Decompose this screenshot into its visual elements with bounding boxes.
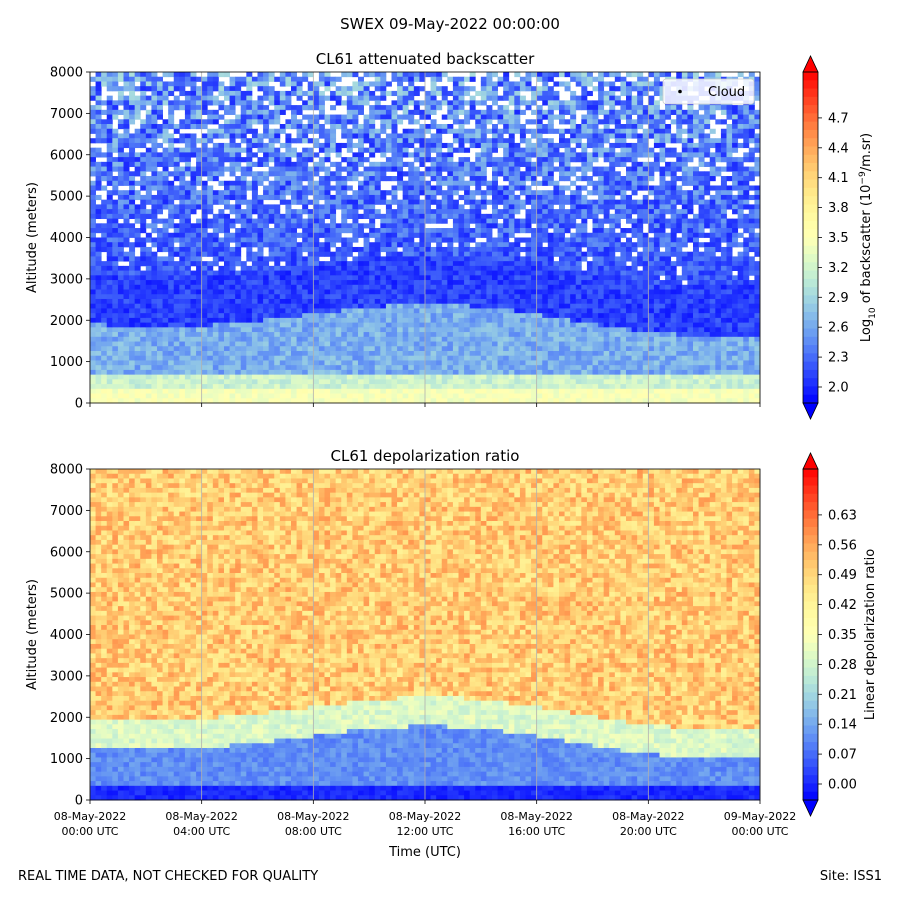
- y-tick-label: 1000: [50, 752, 83, 767]
- y-tick-label: 8000: [50, 463, 83, 478]
- colorbar-tick-label: 0.49: [828, 568, 857, 583]
- y-tick-label: 0: [75, 794, 83, 809]
- colorbar-tick-label: 0.00: [828, 778, 857, 793]
- colorbar-tick-label: 4.7: [828, 111, 849, 126]
- backscatter-colorbar: 2.0 2.3 2.6 2.9 3.2 3.5 3.8 4.1 4.4 4.7: [802, 55, 849, 420]
- colorbar-tick-label: 0.28: [828, 658, 857, 673]
- depolarization-heatmap: [90, 469, 761, 801]
- y-tick-label: 7000: [50, 504, 83, 519]
- colorbar-label: Linear depolarization ratio: [863, 549, 878, 720]
- y-tick-label: 6000: [50, 545, 83, 560]
- y-tick-label: 5000: [50, 587, 83, 602]
- y-tick-label: 8000: [50, 66, 83, 81]
- y-tick-label: 7000: [50, 107, 83, 122]
- legend-label-cloud: Cloud: [708, 85, 745, 100]
- x-tick-label-date: 08-May-2022: [165, 810, 237, 823]
- legend: Cloud: [662, 78, 755, 105]
- depolarization-colorbar: 0.00 0.07 0.14 0.21 0.28 0.35 0.42 0.49 0.56 0.63: [802, 452, 857, 817]
- quality-notice: REAL TIME DATA, NOT CHECKED FOR QUALITY: [18, 869, 319, 884]
- y-tick-label: 2000: [50, 314, 83, 329]
- x-tick-label-time: 12:00 UTC: [396, 825, 453, 838]
- x-tick-label-time: 04:00 UTC: [173, 825, 230, 838]
- colorbar-extend-max: [802, 452, 819, 470]
- y-axis-label: Altitude (meters): [25, 182, 40, 293]
- colorbar-tick-label: 0.07: [828, 748, 857, 763]
- y-tick-label: 3000: [50, 669, 83, 684]
- colorbar-extend-max: [802, 55, 819, 73]
- colorbar-tick-label: 4.4: [828, 141, 849, 156]
- colorbar-tick-label: 2.6: [828, 321, 849, 336]
- colorbar-tick-label: 0.14: [828, 718, 857, 733]
- colorbar-extend-min: [802, 799, 819, 817]
- x-tick-label-time: 20:00 UTC: [620, 825, 677, 838]
- y-axis-label: Altitude (meters): [25, 579, 40, 690]
- x-tick-label-time: 08:00 UTC: [285, 825, 342, 838]
- colorbar-tick-label: 0.56: [828, 538, 857, 553]
- colorbar-label: Log10 of backscatter (10−9/m.sr): [858, 133, 878, 342]
- y-tick-label: 0: [75, 397, 83, 412]
- x-tick-label-time: 00:00 UTC: [61, 825, 118, 838]
- legend-marker-cloud: [678, 89, 682, 94]
- colorbar-tick-label: 0.35: [828, 628, 857, 643]
- x-tick-label-date: 08-May-2022: [54, 810, 126, 823]
- figure-suptitle: SWEX 09-May-2022 00:00:00: [340, 15, 560, 33]
- colorbar-tick-label: 3.8: [828, 201, 849, 216]
- y-tick-label: 6000: [50, 148, 83, 163]
- y-tick-label: 3000: [50, 272, 83, 287]
- x-tick-label-date: 09-May-2022: [724, 810, 796, 823]
- y-tick-label: 4000: [50, 628, 83, 643]
- legend-box: [662, 78, 755, 105]
- backscatter-heatmap: [90, 72, 761, 404]
- colorbar-tick-label: 2.9: [828, 291, 849, 306]
- y-tick-label: 4000: [50, 231, 83, 246]
- colorbar-tick-label: 2.3: [828, 351, 849, 366]
- colorbar-tick-label: 3.2: [828, 261, 849, 276]
- y-tick-label: 1000: [50, 355, 83, 370]
- panel-title: CL61 depolarization ratio: [331, 447, 520, 465]
- y-tick-label: 5000: [50, 190, 83, 205]
- x-axis-label: Time (UTC): [388, 845, 461, 860]
- panel-title: CL61 attenuated backscatter: [316, 50, 535, 68]
- colorbar-tick-label: 0.21: [828, 688, 857, 703]
- x-tick-label-date: 08-May-2022: [500, 810, 572, 823]
- colorbar-tick-label: 0.63: [828, 508, 857, 523]
- x-tick-label-date: 08-May-2022: [277, 810, 349, 823]
- y-tick-label: 2000: [50, 711, 83, 726]
- colorbar-tick-label: 0.42: [828, 598, 857, 613]
- x-tick-label-date: 08-May-2022: [612, 810, 684, 823]
- colorbar-tick-label: 2.0: [828, 381, 849, 396]
- colorbar-tick-label: 4.1: [828, 171, 849, 186]
- colorbar-extend-min: [802, 402, 819, 420]
- site-label: Site: ISS1: [819, 869, 882, 884]
- colorbar-tick-label: 3.5: [828, 231, 849, 246]
- x-tick-label-time: 00:00 UTC: [731, 825, 788, 838]
- x-tick-label-date: 08-May-2022: [389, 810, 461, 823]
- x-tick-label-time: 16:00 UTC: [508, 825, 565, 838]
